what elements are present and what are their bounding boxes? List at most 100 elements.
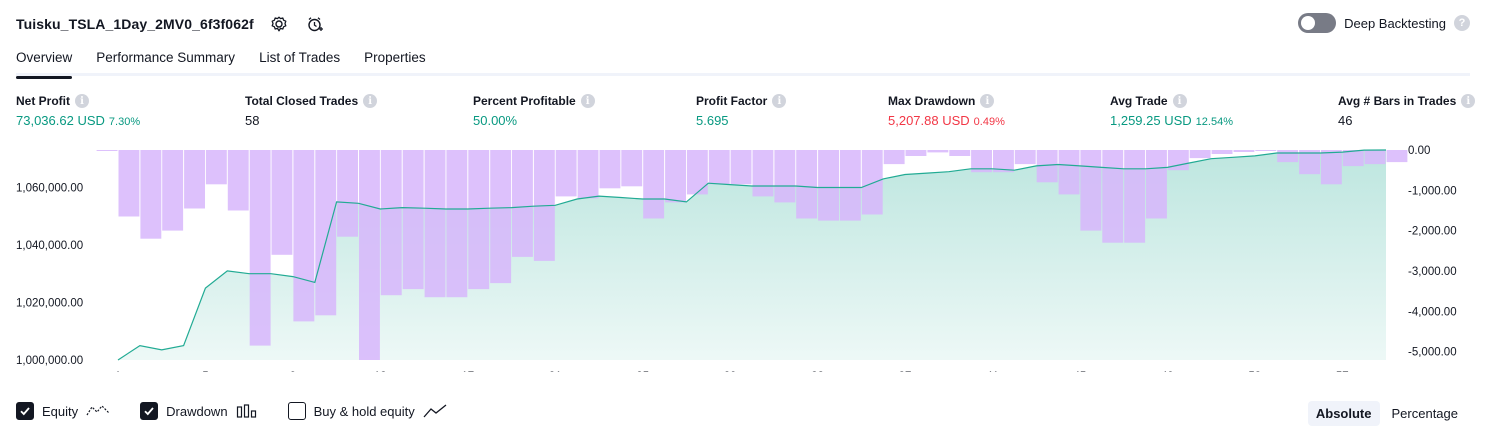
legend-drawdown[interactable]: Drawdown <box>140 402 257 420</box>
tab-overview[interactable]: Overview <box>16 48 73 79</box>
percentage-button[interactable]: Percentage <box>1391 406 1459 421</box>
drawdown-bar <box>337 150 358 237</box>
info-icon[interactable]: i <box>363 94 378 108</box>
drawdown-bar <box>577 150 599 199</box>
metric-avg-bars: Avg # Bars in Trades i 46 <box>1338 93 1476 128</box>
drawdown-bar <box>184 150 205 209</box>
drawdown-bar <box>205 150 227 185</box>
metric-percent: 12.54% <box>1195 116 1233 128</box>
y-tick-label: 1,000,000.00 <box>16 355 83 367</box>
equity-drawdown-chart[interactable]: 1,060,000.00 1,040,000.00 1,020,000.00 1,00… <box>0 140 1486 372</box>
metric-value: 50.00% <box>473 113 518 128</box>
drawdown-bar <box>686 150 708 195</box>
x-tick-label: 5 <box>202 371 208 372</box>
left-axis: 1,060,000.00 1,040,000.00 1,020,000.00 1,00… <box>16 183 83 368</box>
x-tick-label: 41 <box>986 371 999 372</box>
info-icon[interactable]: i <box>1172 94 1187 108</box>
right-axis: 0.00 -1,000.00 -2,000.00 -3,000.00 -4,000.00… <box>1408 145 1457 359</box>
legend-equity[interactable]: Equity <box>16 402 110 420</box>
drawdown-bar <box>861 150 883 215</box>
metric-percent: 7.30% <box>108 116 141 128</box>
drawdown-bar <box>708 150 730 185</box>
x-tick-label: 21 <box>549 371 562 372</box>
y-tick-label: -4,000.00 <box>1408 306 1457 318</box>
equity-line-icon <box>86 405 110 416</box>
y-tick-label: -3,000.00 <box>1408 266 1457 278</box>
strategy-name: Tuisku_TSLA_1Day_2MV0_6f3f062f <box>16 16 254 32</box>
metric-label: Avg Trade <box>1110 94 1168 108</box>
drawdown-bar <box>1255 150 1277 151</box>
x-tick-label: 29 <box>724 371 737 372</box>
drawdown-bar <box>271 150 293 255</box>
equity-area <box>118 150 1386 360</box>
metric-label: Max Drawdown <box>888 94 976 108</box>
drawdown-bar <box>796 150 818 219</box>
metric-value: 46 <box>1338 113 1353 128</box>
metric-net-profit: Net Profit i 73,036.62 USD 7.30% <box>16 93 140 128</box>
metric-percent: 0.49% <box>973 116 1005 128</box>
gear-icon[interactable] <box>268 13 290 35</box>
drawdown-bar <box>140 150 162 239</box>
drawdown-bar <box>993 150 1014 173</box>
drawdown-bar <box>1036 150 1058 183</box>
equity-line <box>117 149 1387 361</box>
drawdown-bar <box>402 150 424 290</box>
buy-hold-checkbox[interactable] <box>287 402 306 420</box>
x-tick-label: 9 <box>290 371 296 372</box>
x-axis: 1 5 9 13 17 21 25 29 33 37 41 45 49 53 57 <box>115 371 1349 372</box>
drawdown-bar <box>730 150 752 185</box>
legend-label: Drawdown <box>166 403 228 419</box>
y-tick-label: -1,000.00 <box>1408 185 1457 197</box>
drawdown-bar <box>1386 150 1408 163</box>
x-tick-label: 25 <box>636 371 649 372</box>
drawdown-bar <box>162 150 184 231</box>
drawdown-bar <box>227 150 249 211</box>
drawdown-bar <box>1299 150 1320 175</box>
add-alert-icon[interactable] <box>304 13 326 35</box>
x-tick-label: 33 <box>811 371 824 372</box>
x-tick-label: 57 <box>1336 371 1349 372</box>
drawdown-bar <box>468 150 490 290</box>
absolute-button[interactable]: Absolute <box>1307 401 1380 426</box>
legend-buy-hold[interactable]: Buy & hold equity <box>287 402 447 420</box>
drawdown-bar <box>555 150 577 197</box>
drawdown-bar <box>621 150 643 187</box>
info-icon[interactable]: i <box>75 94 89 108</box>
drawdown-bar <box>1058 150 1080 195</box>
x-tick-label: 17 <box>461 371 474 372</box>
drawdown-bar <box>424 150 446 298</box>
drawdown-bar <box>1211 150 1233 154</box>
info-icon[interactable]: i <box>1461 94 1476 108</box>
metric-avg-trade: Avg Trade i 1,259.25 USD 12.54% <box>1110 93 1233 128</box>
deep-backtesting-toggle[interactable] <box>1298 13 1337 33</box>
view-toggle: Absolute Percentage <box>1307 401 1466 426</box>
info-icon[interactable]: i <box>772 94 787 108</box>
drawdown-bar <box>315 150 337 316</box>
drawdown-checkbox[interactable] <box>140 402 159 420</box>
info-icon[interactable]: i <box>980 94 995 108</box>
tab-performance-summary[interactable]: Performance Summary <box>96 50 236 65</box>
drawdown-bar <box>752 150 774 197</box>
drawdown-bar <box>293 150 315 322</box>
info-icon[interactable]: i <box>580 94 595 108</box>
tab-list-of-trades[interactable]: List of Trades <box>259 50 341 65</box>
equity-area-fill <box>118 150 1386 360</box>
x-tick-label: 1 <box>115 371 121 372</box>
drawdown-bar <box>1189 150 1211 159</box>
tab-properties[interactable]: Properties <box>364 50 426 65</box>
equity-checkbox[interactable] <box>16 402 34 420</box>
x-tick-label: 45 <box>1074 371 1087 372</box>
help-icon[interactable]: ? <box>1454 15 1470 31</box>
drawdown-bar <box>818 150 839 221</box>
report-tabs: Overview Performance Summary List of Tra… <box>16 48 1470 79</box>
drawdown-bar <box>643 150 665 219</box>
y-tick-label: 1,020,000.00 <box>16 298 83 310</box>
equity-line-path <box>117 149 1387 361</box>
metric-value: 5,207.88 USD <box>888 113 970 128</box>
drawdown-bar <box>1102 150 1124 243</box>
drawdown-bar <box>927 150 949 153</box>
drawdown-bar <box>1342 150 1364 167</box>
metric-percent-profitable: Percent Profitable i 50.00% <box>473 93 595 128</box>
drawdown-bar <box>359 150 380 360</box>
metric-value: 5.695 <box>696 113 729 128</box>
